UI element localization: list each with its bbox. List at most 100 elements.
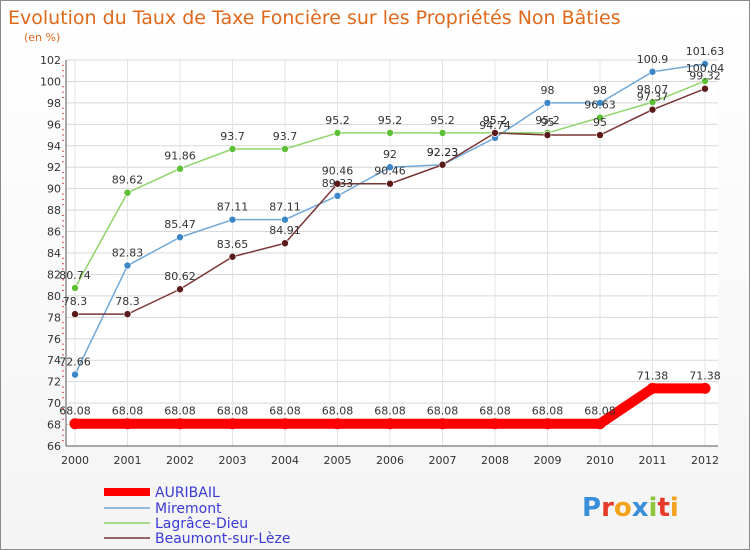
data-label: 98.07: [637, 83, 669, 96]
data-point: [332, 418, 343, 430]
data-label: 87.11: [217, 201, 249, 214]
data-point: [123, 261, 132, 270]
y-minor-tick: [62, 365, 64, 367]
data-label: 92.23: [427, 146, 459, 159]
y-minor-tick: [62, 322, 64, 324]
y-minor-tick: [62, 64, 64, 66]
data-label: 68.08: [374, 405, 406, 418]
data-point: [596, 99, 604, 107]
data-point: [647, 382, 658, 394]
data-label: 89.62: [112, 174, 144, 187]
logo-letter: r: [601, 493, 614, 523]
data-label: 93.7: [220, 130, 245, 143]
y-tick-label: 100: [40, 75, 61, 88]
y-minor-tick: [62, 204, 64, 206]
data-label: 92.23: [427, 146, 459, 159]
data-label: 95: [541, 116, 555, 129]
data-point: [228, 252, 237, 261]
data-point: [542, 418, 553, 430]
data-point: [648, 98, 657, 106]
y-minor-tick: [62, 434, 64, 436]
y-minor-tick: [62, 150, 64, 152]
data-label: 94.74: [479, 119, 511, 132]
data-label: 68.08: [217, 405, 249, 418]
y-minor-tick: [62, 193, 64, 195]
data-label: 96.63: [584, 99, 616, 112]
logo-letter: x: [632, 493, 649, 523]
data-label: 83.65: [217, 238, 249, 251]
y-minor-tick: [62, 284, 64, 286]
data-label: 95.2: [483, 114, 508, 127]
y-minor-tick: [62, 225, 64, 227]
data-point: [594, 418, 606, 430]
data-point: [281, 239, 289, 248]
y-tick-label: 92: [47, 161, 61, 174]
data-point: [543, 131, 552, 139]
data-point: [438, 129, 447, 137]
data-label: 72.66: [59, 356, 91, 369]
data-label: 95: [593, 116, 607, 129]
data-point: [174, 418, 186, 430]
data-label: 68.08: [532, 405, 564, 418]
data-label: 93.7: [273, 130, 298, 143]
y-minor-tick: [62, 413, 64, 415]
data-point: [438, 160, 447, 169]
y-minor-tick: [62, 220, 64, 222]
axes: 66 68 70 72 74 76 78 80 82 84 86 88 90 92 94 96 98 100 102…: [40, 54, 719, 467]
y-minor-tick: [62, 386, 64, 388]
data-point: [701, 77, 709, 85]
logo-letter: o: [614, 493, 632, 523]
y-minor-tick: [62, 349, 64, 350]
chart-subtitle: (en %): [24, 31, 60, 44]
data-point: [227, 418, 238, 430]
chart-title: Evolution du Taux de Taxe Foncière sur l…: [8, 7, 621, 29]
y-tick-label: 74: [47, 354, 61, 367]
data-point: [71, 284, 79, 292]
data-label: 68.08: [427, 405, 459, 418]
data-label: 100.04: [686, 62, 725, 75]
y-tick-label: 98: [47, 97, 61, 110]
y-minor-tick: [62, 182, 64, 184]
data-label: 71.38: [689, 369, 721, 382]
x-tick-label: 2003: [219, 454, 247, 467]
y-minor-tick: [62, 300, 64, 302]
data-point: [333, 129, 342, 137]
y-minor-tick: [62, 86, 64, 88]
data-label: 68.08: [164, 405, 196, 418]
y-minor-tick: [62, 118, 64, 120]
data-label: 90.46: [322, 165, 354, 178]
data-point: [543, 99, 552, 107]
y-minor-tick: [62, 139, 64, 141]
data-point: [279, 418, 291, 430]
data-point: [701, 84, 709, 93]
logo-letter: i: [649, 493, 658, 523]
data-point: [437, 418, 448, 430]
y-minor-tick: [62, 440, 64, 442]
data-point: [489, 418, 501, 430]
data-label: 85.47: [164, 218, 196, 231]
data-point: [699, 382, 711, 394]
y-minor-tick: [62, 75, 64, 77]
data-point: [648, 67, 657, 76]
data-label: 89.33: [322, 177, 354, 190]
data-label: 95.2: [325, 114, 350, 127]
data-point: [176, 164, 184, 173]
data-label: 68.08: [479, 405, 511, 418]
data-label: 95.2: [483, 114, 508, 127]
x-tick-label: 2011: [639, 454, 667, 467]
y-minor-tick: [62, 343, 64, 345]
data-point: [386, 163, 394, 172]
data-label: 68.08: [59, 405, 91, 418]
y-tick-label: 72: [47, 376, 61, 389]
y-minor-tick: [62, 407, 64, 409]
x-tick-label: 2000: [61, 454, 89, 467]
y-minor-tick: [62, 306, 64, 308]
y-minor-tick: [62, 161, 64, 163]
y-minor-tick: [62, 156, 64, 157]
y-minor-tick: [62, 354, 64, 356]
data-label: 80.62: [164, 270, 196, 283]
data-label: 95.2: [430, 114, 455, 127]
y-minor-tick: [62, 177, 64, 179]
x-tick-label: 2004: [271, 454, 299, 467]
